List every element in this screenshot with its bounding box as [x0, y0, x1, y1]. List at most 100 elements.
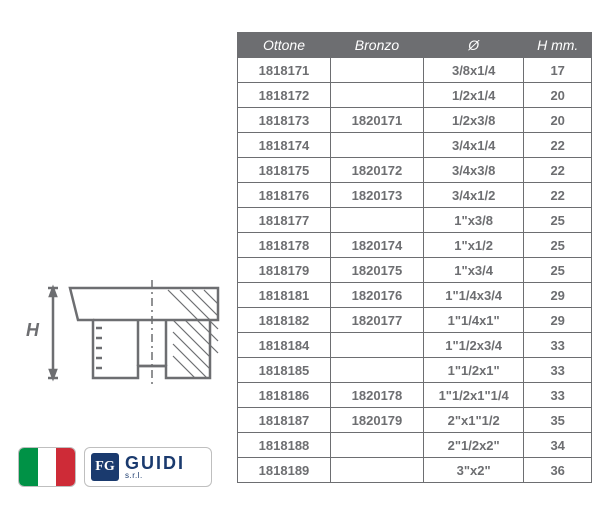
table-cell: 1818182: [238, 308, 331, 333]
table-cell: 1818186: [238, 383, 331, 408]
table-cell: 2"x1"1/2: [423, 408, 523, 433]
table-cell: [330, 358, 423, 383]
table-cell: 1820173: [330, 183, 423, 208]
table-cell: 1820175: [330, 258, 423, 283]
header-bronzo: Bronzo: [330, 33, 423, 58]
table-cell: 22: [524, 133, 592, 158]
table-cell: 1818176: [238, 183, 331, 208]
table-row: 1818172 1/2x1/420: [238, 83, 592, 108]
table-cell: 1820172: [330, 158, 423, 183]
table-cell: 35: [524, 408, 592, 433]
table-row: 1818177 1"x3/825: [238, 208, 592, 233]
table-cell: 20: [524, 83, 592, 108]
brand-logo: FG GUIDI s.r.l.: [84, 447, 212, 487]
table-cell: [330, 458, 423, 483]
table-cell: 1820179: [330, 408, 423, 433]
table-cell: 25: [524, 233, 592, 258]
table-cell: [330, 433, 423, 458]
table-row: 1818185 1"1/2x1"33: [238, 358, 592, 383]
table-cell: 1"1/4x3/4: [423, 283, 523, 308]
product-table: Ottone Bronzo Ø H mm. 18181713/8x1/41718…: [237, 32, 592, 483]
table-cell: 1820177: [330, 308, 423, 333]
table-cell: 33: [524, 358, 592, 383]
table-cell: 1818171: [238, 58, 331, 83]
table-cell: 3/4x1/4: [423, 133, 523, 158]
table-cell: 25: [524, 258, 592, 283]
table-cell: 1818175: [238, 158, 331, 183]
table-row: 1818174 3/4x1/422: [238, 133, 592, 158]
brand-monogram: FG: [91, 453, 119, 481]
table-cell: 1818185: [238, 358, 331, 383]
table-row: 1818188 2"1/2x2"34: [238, 433, 592, 458]
table-row: 181817818201741"x1/225: [238, 233, 592, 258]
table-row: 181817618201733/4x1/222: [238, 183, 592, 208]
table-cell: 29: [524, 308, 592, 333]
table-cell: 1"x3/4: [423, 258, 523, 283]
table-cell: 1818181: [238, 283, 331, 308]
table-cell: 1"1/4x1": [423, 308, 523, 333]
table-cell: 1818179: [238, 258, 331, 283]
table-cell: 1818173: [238, 108, 331, 133]
table-row: 181818718201792"x1"1/235: [238, 408, 592, 433]
table-cell: 1818188: [238, 433, 331, 458]
table-row: 181817918201751"x3/425: [238, 258, 592, 283]
table-cell: 20: [524, 108, 592, 133]
table-row: 181818218201771"1/4x1"29: [238, 308, 592, 333]
table-row: 1818189 3"x2"36: [238, 458, 592, 483]
table-cell: 1"x1/2: [423, 233, 523, 258]
table-cell: 1820174: [330, 233, 423, 258]
table-cell: 36: [524, 458, 592, 483]
table-cell: 3"x2": [423, 458, 523, 483]
italy-flag-icon: [18, 447, 76, 487]
flag-stripe-white: [38, 448, 57, 486]
table-cell: 2"1/2x2": [423, 433, 523, 458]
header-hmm: H mm.: [524, 33, 592, 58]
table-cell: [330, 133, 423, 158]
table-cell: 33: [524, 383, 592, 408]
table-cell: 22: [524, 183, 592, 208]
table-cell: 1820171: [330, 108, 423, 133]
table-row: 1818184 1"1/2x3/433: [238, 333, 592, 358]
table-header-row: Ottone Bronzo Ø H mm.: [238, 33, 592, 58]
header-ottone: Ottone: [238, 33, 331, 58]
table-cell: 33: [524, 333, 592, 358]
table-row: 181818118201761"1/4x3/429: [238, 283, 592, 308]
table-cell: [330, 58, 423, 83]
table-cell: 3/4x3/8: [423, 158, 523, 183]
table-row: 181818618201781"1/2x1"1/433: [238, 383, 592, 408]
flag-stripe-green: [19, 448, 38, 486]
dimension-diagram: H: [18, 268, 232, 393]
table-cell: 3/8x1/4: [423, 58, 523, 83]
table-cell: 1/2x3/8: [423, 108, 523, 133]
table-cell: 1"x3/8: [423, 208, 523, 233]
brand-subtitle: s.r.l.: [125, 472, 185, 480]
brand-name: GUIDI: [125, 454, 185, 472]
table-cell: 22: [524, 158, 592, 183]
table-cell: 1818172: [238, 83, 331, 108]
table-cell: 3/4x1/2: [423, 183, 523, 208]
table-cell: [330, 83, 423, 108]
flag-stripe-red: [56, 448, 75, 486]
table-cell: 1818177: [238, 208, 331, 233]
table-cell: 1"1/2x1": [423, 358, 523, 383]
dimension-label-h: H: [26, 320, 39, 341]
table-cell: 1"1/2x3/4: [423, 333, 523, 358]
table-cell: 1/2x1/4: [423, 83, 523, 108]
table-cell: [330, 333, 423, 358]
table-cell: 1818184: [238, 333, 331, 358]
table-cell: 25: [524, 208, 592, 233]
table-row: 1818171 3/8x1/417: [238, 58, 592, 83]
table-cell: 34: [524, 433, 592, 458]
table-row: 181817518201723/4x3/822: [238, 158, 592, 183]
table-cell: 1818189: [238, 458, 331, 483]
table-cell: 1818178: [238, 233, 331, 258]
table-cell: 1"1/2x1"1/4: [423, 383, 523, 408]
table-cell: 1818174: [238, 133, 331, 158]
table-cell: [330, 208, 423, 233]
table-cell: 1820178: [330, 383, 423, 408]
fitting-cross-section: [18, 268, 232, 393]
table-cell: 29: [524, 283, 592, 308]
table-cell: 1818187: [238, 408, 331, 433]
table-cell: 17: [524, 58, 592, 83]
table-row: 181817318201711/2x3/820: [238, 108, 592, 133]
